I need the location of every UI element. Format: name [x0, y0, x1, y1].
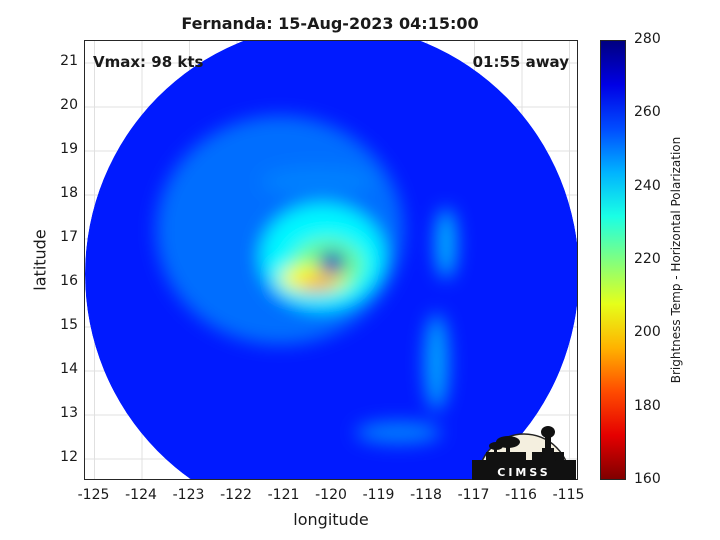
colorbar-tick-label: 200: [634, 324, 661, 341]
colorbar-label: Brightness Temp - Horizontal Polarizatio…: [669, 136, 683, 384]
x-tick-label: -124: [125, 487, 157, 503]
x-tick-label: -123: [172, 487, 205, 503]
colorbar-tick-label: 240: [634, 177, 661, 194]
plot-svg: [85, 41, 577, 479]
y-tick-label: 20: [60, 97, 78, 113]
x-tick-label: -115: [552, 487, 585, 503]
chart-title: Fernanda: 15-Aug-2023 04:15:00: [181, 14, 479, 33]
plot-area: Vmax: 98 kts 01:55 away: [84, 40, 578, 480]
x-tick-label: -121: [267, 487, 300, 503]
colorbar-tick-label: 220: [634, 251, 661, 267]
y-tick-label: 13: [60, 405, 78, 421]
cimss-logo-icon: [472, 426, 576, 480]
logo-text: CIMSS: [497, 466, 551, 479]
swath-image: [85, 41, 577, 479]
colorbar-tick-label: 280: [634, 31, 661, 47]
y-tick-label: 19: [60, 141, 78, 157]
x-tick-label: -119: [362, 487, 395, 503]
x-tick-label: -125: [77, 487, 110, 503]
x-axis-label: longitude: [293, 510, 369, 529]
x-tick-label: -122: [220, 487, 252, 503]
feature-rainband-southeast: [424, 313, 449, 411]
feature-rainband-north: [260, 166, 375, 198]
y-tick-label: 14: [60, 361, 78, 377]
feature-eye: [318, 250, 346, 276]
colorbar: [600, 40, 626, 480]
y-tick-label: 21: [60, 53, 78, 69]
x-tick-label: -117: [457, 487, 490, 503]
colorbar-tick-label: 160: [634, 471, 661, 487]
colorbar-tick-label: 180: [634, 397, 661, 414]
y-tick-label: 12: [60, 449, 78, 465]
x-tick-label: -118: [410, 487, 442, 503]
y-tick-label: 15: [60, 317, 78, 333]
x-tick-label: -120: [315, 487, 347, 503]
y-tick-label: 17: [60, 229, 78, 245]
x-tick-label: -116: [505, 487, 537, 503]
time-offset-annotation: 01:55 away: [472, 53, 569, 71]
y-tick-label: 16: [60, 273, 78, 289]
colorbar-tick-label: 260: [634, 104, 661, 121]
feature-hot-band: [298, 279, 337, 291]
feature-rainband-south: [355, 421, 442, 444]
vmax-annotation: Vmax: 98 kts: [93, 53, 204, 71]
y-tick-label: 18: [60, 185, 78, 201]
feature-rainband-east: [435, 208, 457, 279]
y-axis-label: latitude: [30, 229, 50, 291]
